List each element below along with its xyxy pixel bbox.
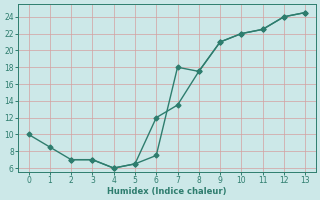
- X-axis label: Humidex (Indice chaleur): Humidex (Indice chaleur): [107, 187, 227, 196]
